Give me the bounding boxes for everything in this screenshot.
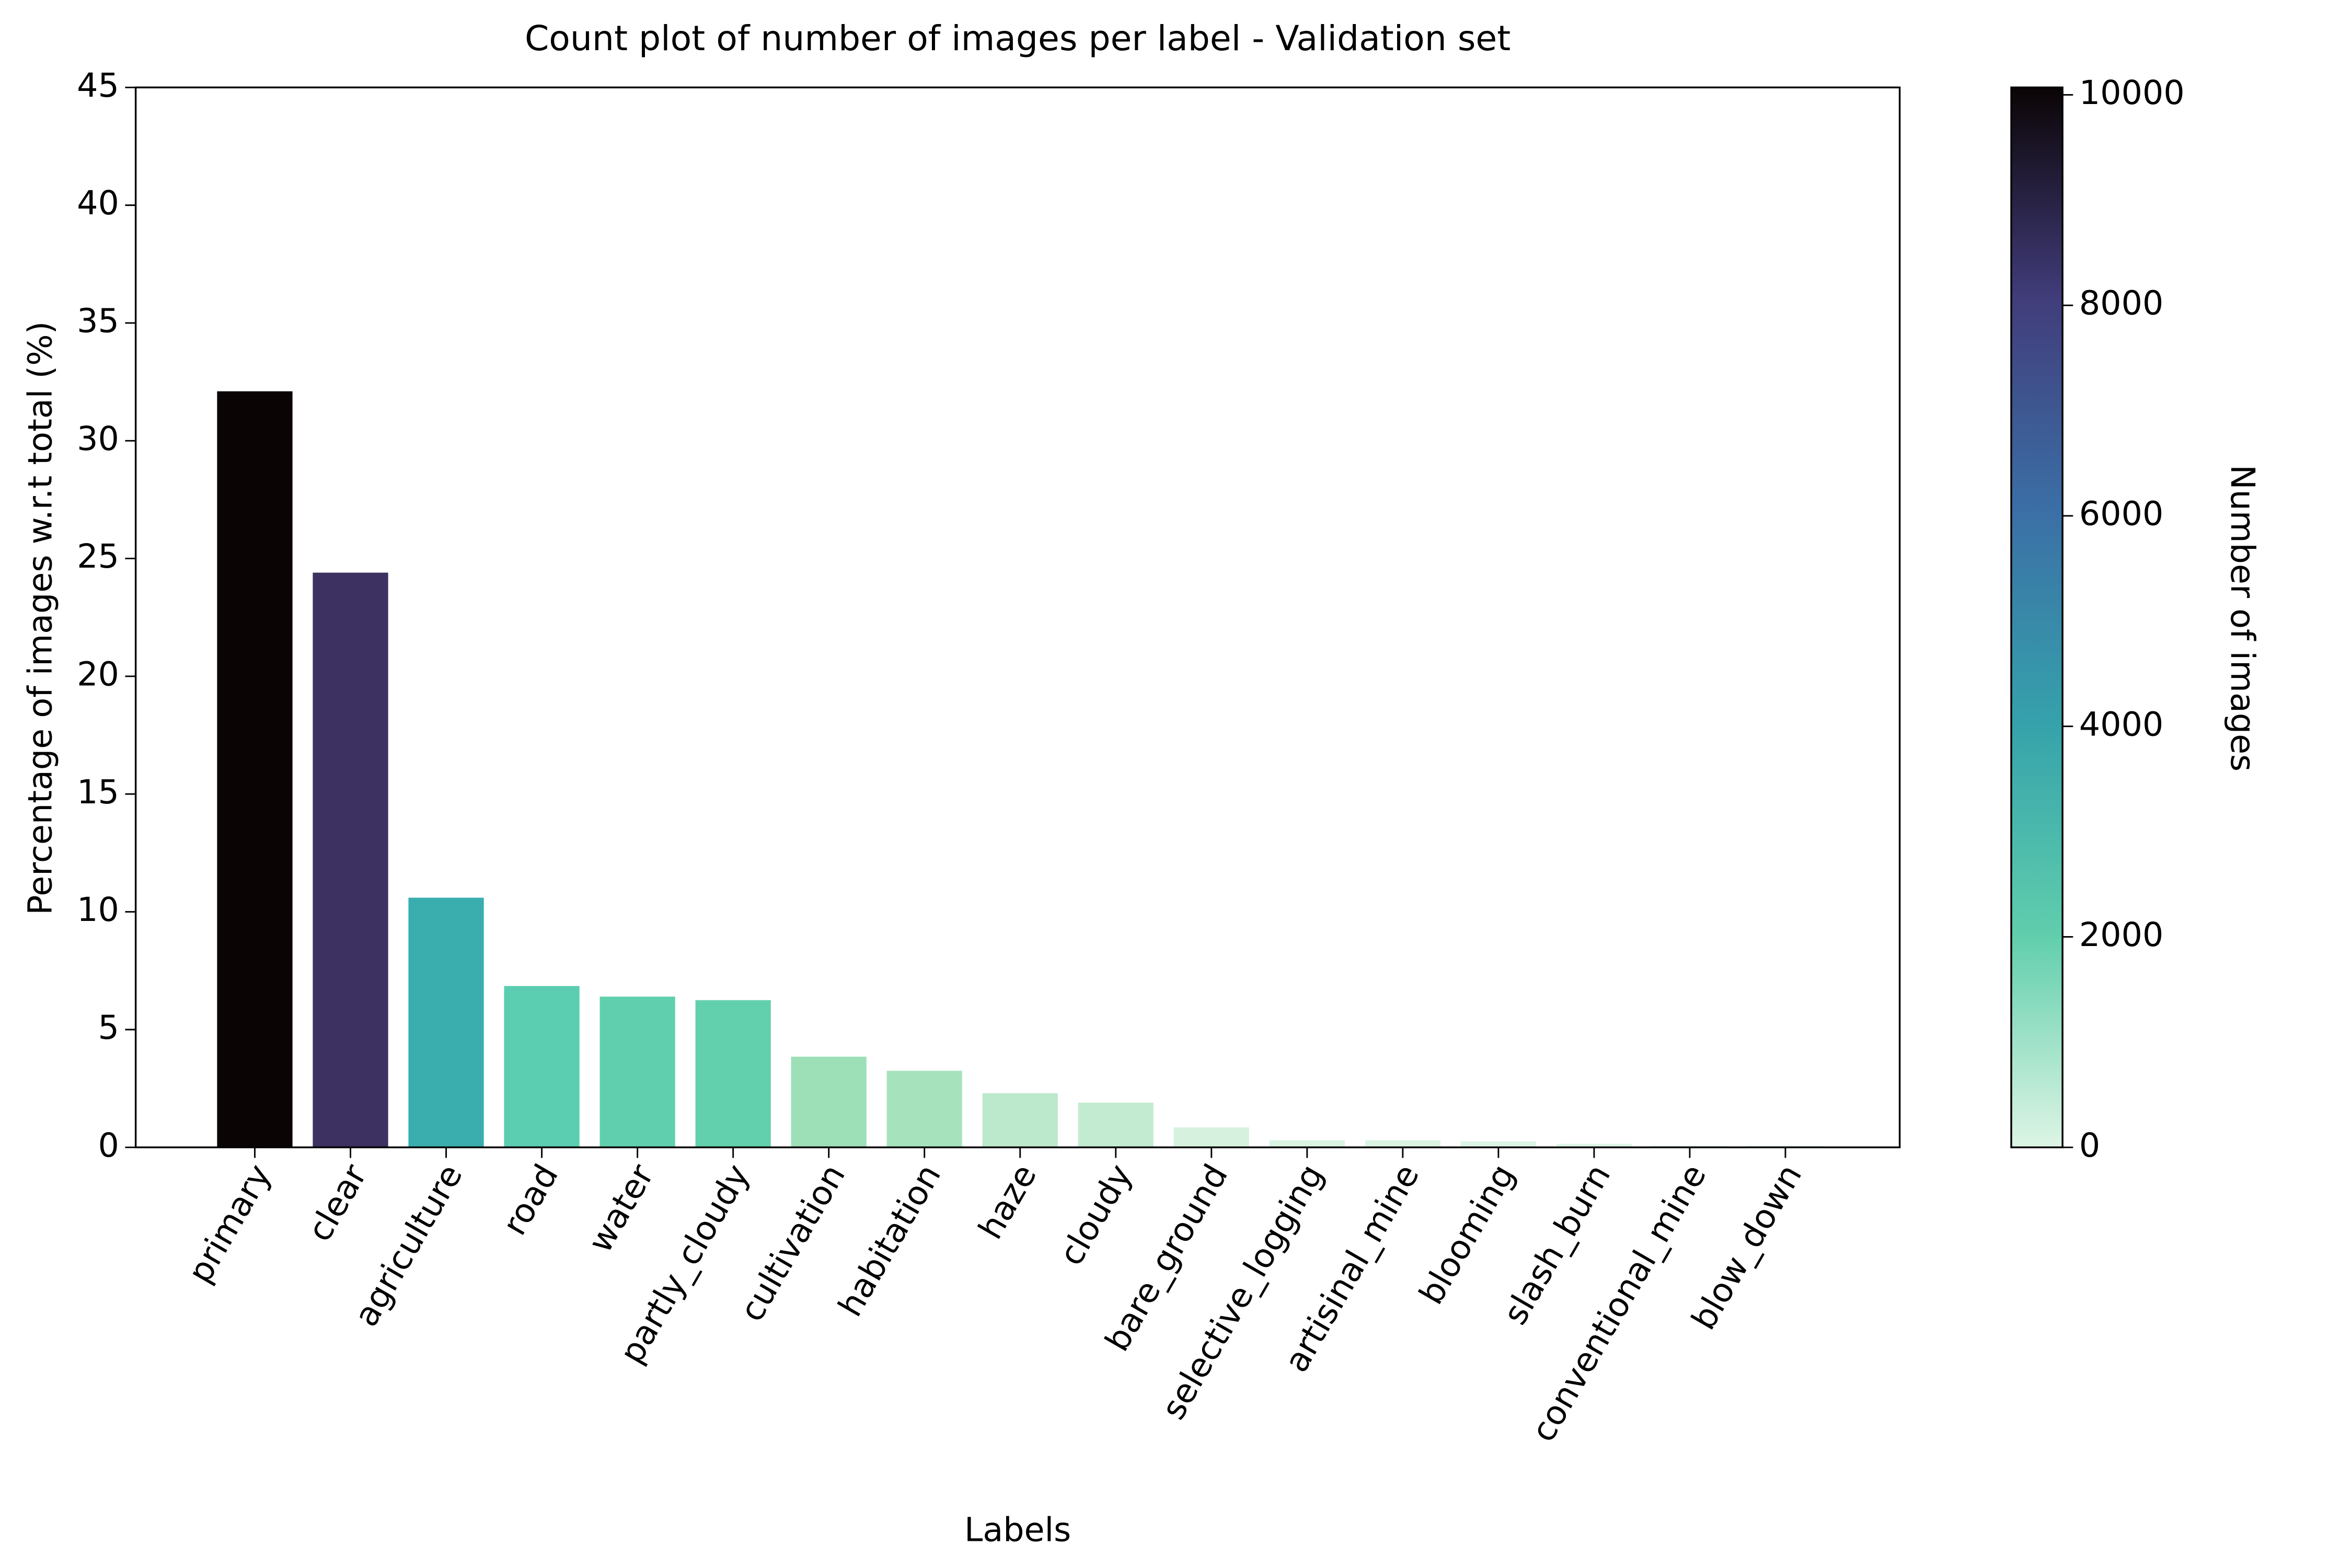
- colorbar: [2010, 86, 2063, 1148]
- y-tick-label: 40: [77, 183, 119, 222]
- bar: [408, 897, 484, 1148]
- bar: [1173, 1127, 1249, 1148]
- colorbar-tick-label: 0: [2079, 1126, 2100, 1165]
- y-tick-label: 35: [77, 302, 119, 340]
- y-tick-label: 30: [77, 419, 119, 458]
- colorbar-tick-label: 10000: [2079, 73, 2185, 112]
- x-tick-label: clear: [300, 1157, 375, 1248]
- y-tick-label: 20: [77, 654, 119, 693]
- y-tick-label: 0: [98, 1126, 119, 1165]
- chart-title: Count plot of number of images per label…: [525, 18, 1511, 59]
- bar: [1460, 1141, 1536, 1148]
- y-tick-label: 45: [77, 66, 119, 105]
- colorbar-tick-label: 6000: [2079, 494, 2163, 533]
- x-tick-label: road: [495, 1158, 566, 1242]
- bar: [1556, 1144, 1632, 1148]
- bar: [886, 1070, 962, 1148]
- bar: [217, 391, 293, 1148]
- colorbar-tick-label: 8000: [2079, 284, 2163, 322]
- bar: [599, 996, 675, 1148]
- x-tick-label: water: [581, 1157, 662, 1259]
- plot-frame: [134, 86, 1901, 1148]
- y-axis-label: Percentage of images w.r.t total (%): [20, 321, 59, 915]
- colorbar-label: Number of images: [2223, 465, 2262, 771]
- y-tick-label: 5: [98, 1008, 119, 1046]
- bar: [1365, 1140, 1440, 1148]
- bar: [1078, 1102, 1154, 1148]
- colorbar-tick-label: 4000: [2079, 705, 2163, 743]
- bar: [791, 1056, 867, 1148]
- bar: [504, 986, 580, 1148]
- x-tick-label: blooming: [1412, 1158, 1523, 1311]
- bar: [982, 1093, 1058, 1148]
- y-tick-label: 25: [77, 537, 119, 575]
- y-tick-label: 15: [77, 773, 119, 811]
- bar: [1269, 1140, 1345, 1148]
- x-tick-label: primary: [180, 1158, 279, 1289]
- bar: [313, 572, 388, 1148]
- x-axis-label: Labels: [964, 1510, 1071, 1549]
- x-tick-label: haze: [971, 1158, 1044, 1246]
- y-tick-label: 10: [77, 890, 119, 929]
- colorbar-tick-label: 2000: [2079, 915, 2163, 954]
- bar: [695, 1000, 771, 1148]
- x-tick-label: conventional_mine: [1524, 1158, 1714, 1448]
- x-tick-label: cloudy: [1051, 1158, 1139, 1272]
